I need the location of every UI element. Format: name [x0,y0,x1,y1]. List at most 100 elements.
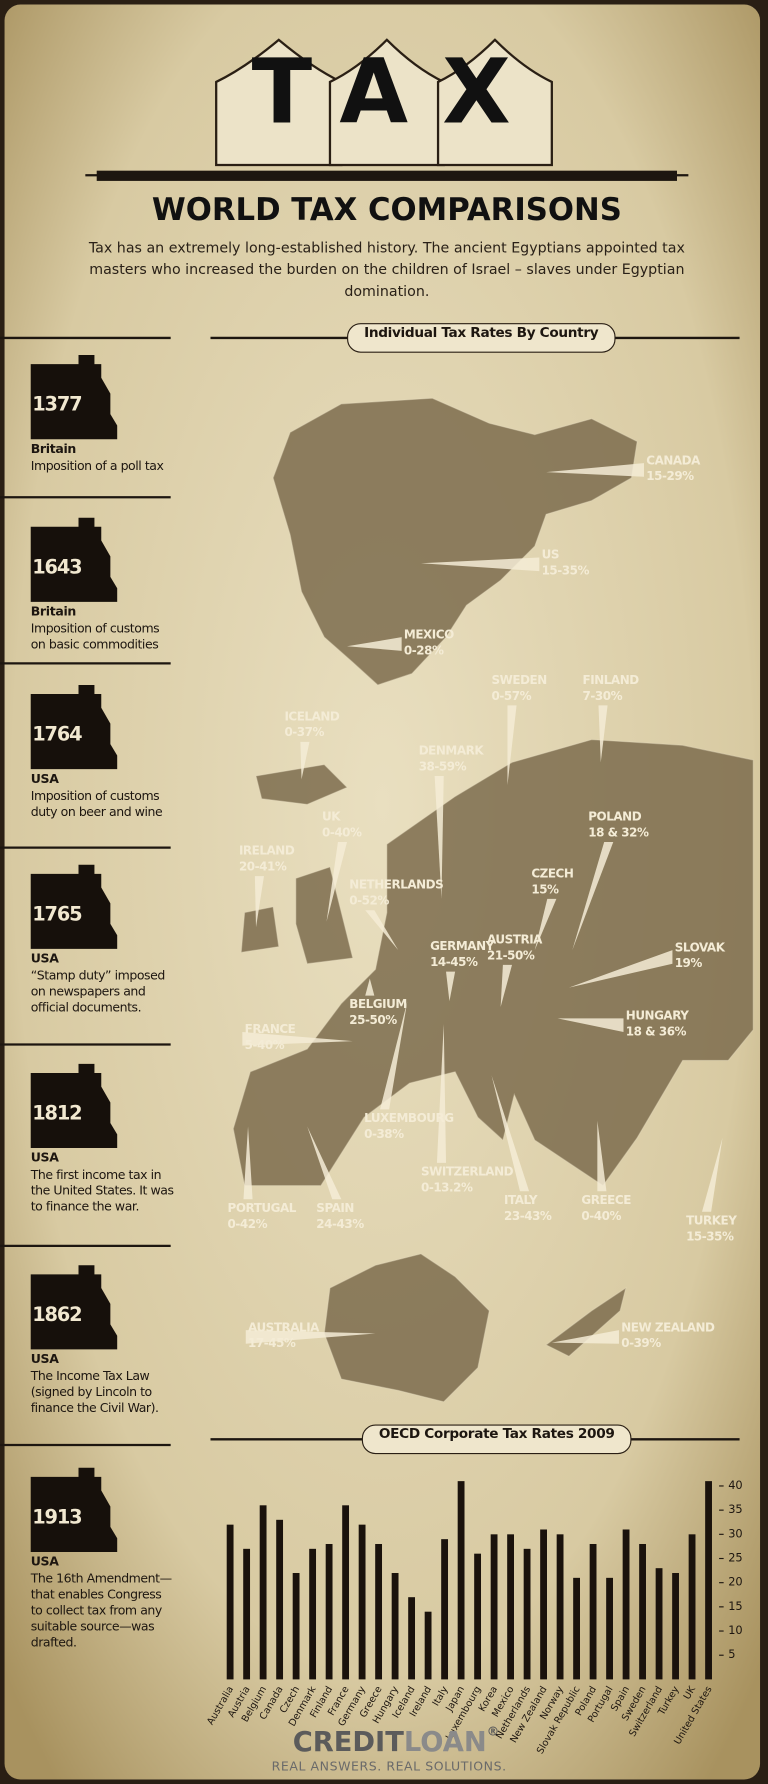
pointer [507,705,517,786]
bar [688,1534,696,1680]
bar [226,1524,234,1680]
pointer [597,1120,607,1192]
title: TAX [252,40,545,143]
country-name: PORTUGAL [228,1201,297,1215]
bar [589,1543,597,1680]
country-name: MEXICO [404,627,454,641]
map-labels: CANADA 15-29% US 15-35% MEXICO 0-28% SWEDEN 0-5… [228,453,738,1350]
timeline-text: The Income Tax Law (signed by Lincoln to… [30,1368,159,1416]
bar [540,1529,547,1680]
country-name: SWEDEN [492,673,547,687]
pointer [365,978,375,996]
bar [672,1573,679,1680]
bar [243,1548,251,1680]
country-name: NETHERLANDS [349,878,443,892]
pointer [347,637,402,651]
timeline-country: USA [30,771,59,787]
country-rate: 7-30% [583,689,623,703]
country-name: HUNGARY [626,1009,690,1023]
country-name: GREECE [581,1193,631,1207]
bar [556,1534,564,1680]
country-rate: 17-45% [248,1336,296,1350]
bar [424,1611,432,1680]
bar [292,1573,300,1680]
y-tick-label: 5 [728,1647,735,1661]
timeline-country: USA [30,1554,59,1570]
register-icon [30,1467,118,1552]
register-icon [30,1063,118,1149]
intro: Tax has an extremely long-established hi… [88,238,685,300]
timeline-country: USA [30,951,59,966]
pointer [245,1330,376,1344]
country-name: SLOVAK [675,940,726,954]
year: 1913 [32,1505,81,1528]
year: 1764 [32,723,82,746]
pointer [546,463,644,477]
footer: CREDITLOAN® REAL ANSWERS. REAL SOLUTIONS… [272,1723,506,1773]
pointer [434,775,444,899]
timeline-country: Britain [30,604,77,619]
bar [276,1519,284,1680]
y-tick-label: 40 [728,1478,742,1492]
y-tick-label: 15 [728,1599,742,1613]
timeline-text: “Stamp duty” imposed on newspapers and o… [30,968,166,1015]
bar [259,1505,267,1680]
country-name: BELGIUM [349,997,407,1011]
bar [342,1505,350,1680]
country-name: POLAND [588,809,641,823]
bar [441,1539,449,1680]
chart-title: OECD Corporate Tax Rates 2009 [361,1424,632,1455]
country-rate: 0-40% [581,1209,621,1223]
bar [457,1481,465,1680]
registered: ® [487,1723,500,1738]
bar [490,1534,498,1680]
register-icon [30,354,118,440]
title-arches [215,38,553,167]
brand-credit: CREDIT [293,1727,405,1758]
country-rate: 20-41% [239,860,287,874]
map-land [232,397,754,1403]
register-icon [30,517,118,602]
subtitle: WORLD TAX COMPARISONS [152,192,622,228]
country-rate: 18 & 36% [626,1024,687,1038]
bar [474,1553,482,1680]
brand-loan: LOAN [404,1727,487,1758]
country-rate: 38-59% [419,759,467,773]
pointer [551,1330,619,1344]
year: 1862 [32,1303,81,1326]
country-rate: 0-57% [492,689,532,703]
register-icon [30,1265,118,1350]
country-rate: 25-50% [349,1013,397,1027]
pointer [436,1024,447,1163]
brand: CREDITLOAN® [293,1723,500,1757]
country-rate: 0-52% [349,894,389,908]
y-tick-label: 20 [728,1575,742,1589]
country-name: CANADA [646,453,701,467]
country-rate: 0-40% [322,825,362,839]
country-rate: 24-43% [316,1217,364,1231]
pointer [446,971,456,1002]
pointer [326,841,348,922]
country-rate: 0-38% [364,1127,404,1141]
bar [325,1543,333,1680]
country-name: SPAIN [316,1201,354,1215]
pointer [254,876,264,928]
country-rate: 21-50% [487,948,535,962]
timeline-icons: 1377 1643 1764 1765 1812 1862 1913 [30,354,118,1552]
bar [606,1577,613,1680]
timeline-country: Britain [30,441,77,457]
bar [358,1524,366,1680]
country-rate: 0-42% [228,1217,268,1231]
country-name: IRELAND [239,844,295,858]
country-rate: 14-45% [430,955,478,969]
bar [573,1577,580,1680]
country-rate: 23-43% [504,1209,552,1223]
timeline-text: Imposition of a poll tax [30,458,164,474]
country-rate: 0-37% [284,725,324,739]
pointer [500,964,513,1007]
country-name: US [542,548,559,562]
country-name: ICELAND [284,709,339,723]
